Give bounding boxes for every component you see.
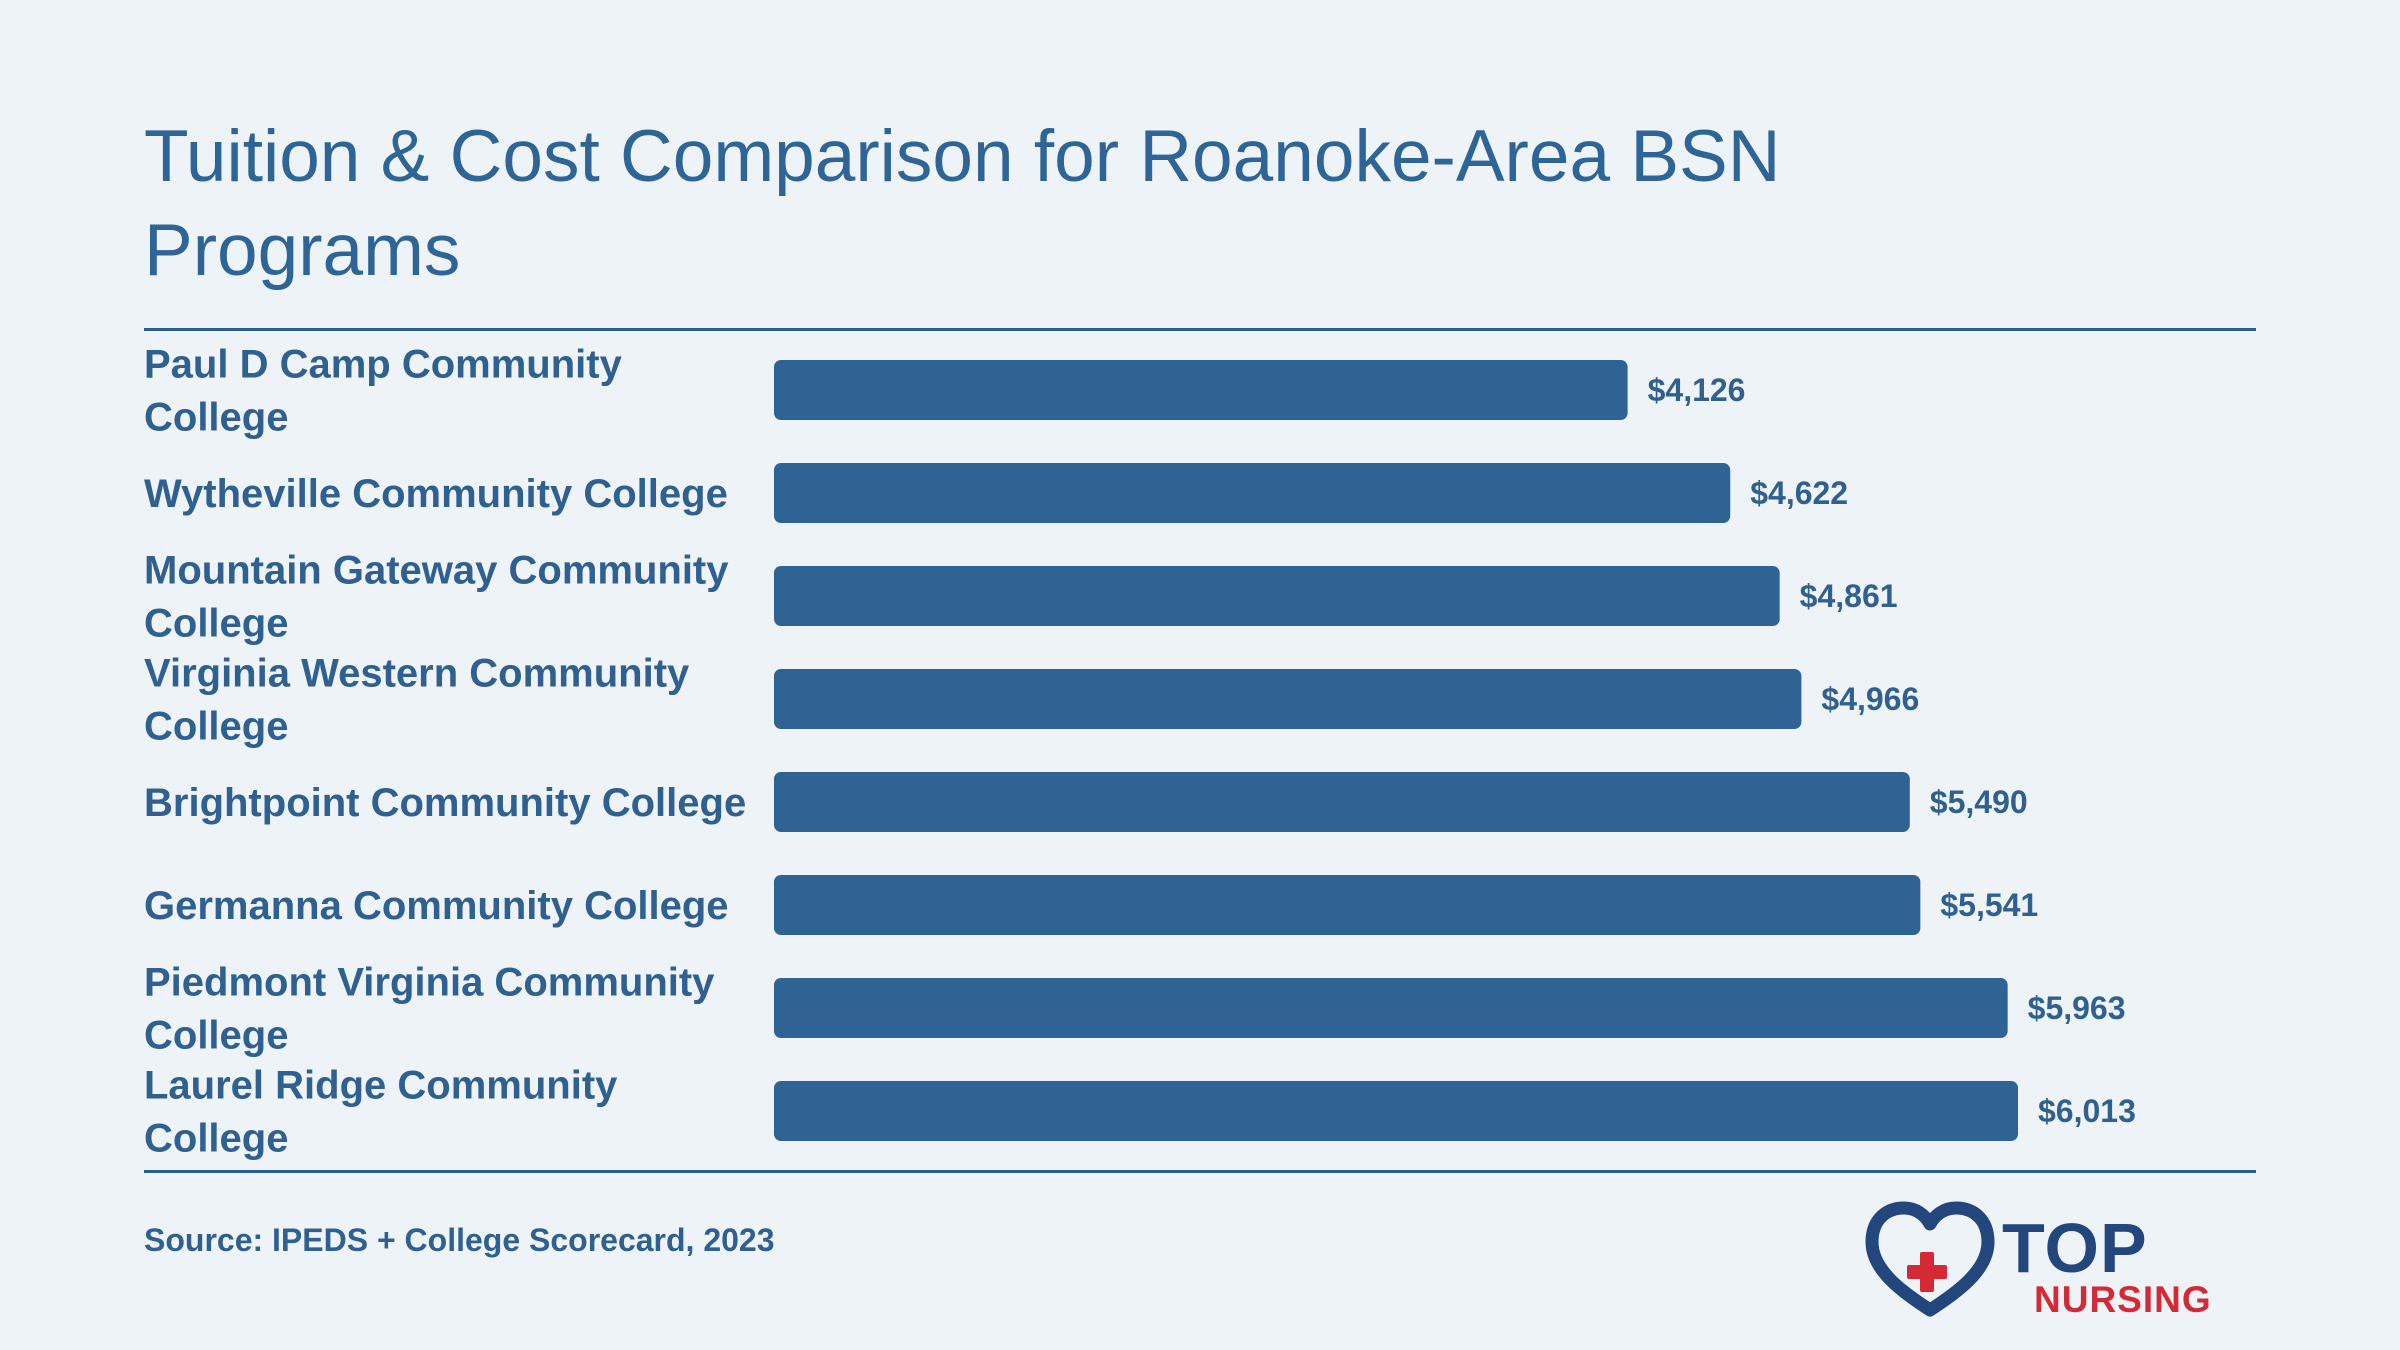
- bar: [774, 978, 2008, 1038]
- bar: [774, 463, 1731, 523]
- category-label: Wytheville Community College: [144, 472, 728, 516]
- value-label: $4,861: [1800, 578, 1898, 614]
- cross-icon: [1907, 1252, 1947, 1292]
- logo-nursing-text: NURSING: [2034, 1279, 2212, 1320]
- bar: [774, 772, 1910, 832]
- value-label: $4,966: [1821, 681, 1919, 717]
- category-label: Paul D Camp Community College: [144, 343, 623, 440]
- value-label: $5,541: [1940, 887, 2038, 923]
- top-divider: [144, 328, 2256, 331]
- category-label: Piedmont Virginia Community College: [144, 961, 715, 1058]
- value-label: $4,126: [1648, 372, 1746, 408]
- bar: [774, 360, 1628, 420]
- value-label: $4,622: [1750, 475, 1848, 511]
- bar: [774, 669, 1802, 729]
- bottom-divider: [144, 1170, 2256, 1173]
- category-label: Brightpoint Community College: [144, 781, 746, 825]
- category-label: Mountain Gateway Community College: [144, 549, 729, 646]
- bar: [774, 875, 1921, 935]
- top-nursing-logo: TOP NURSING: [1865, 1201, 2212, 1320]
- bar: [774, 1081, 2018, 1141]
- category-label: Virginia Western Community College: [144, 652, 690, 749]
- category-label: Laurel Ridge Community College: [144, 1064, 618, 1161]
- chart-title: Tuition & Cost Comparison for Roanoke-Ar…: [144, 116, 1781, 291]
- bar: [774, 566, 1780, 626]
- value-label: $5,490: [1930, 784, 2028, 820]
- logo-top-text: TOP: [2002, 1209, 2148, 1287]
- value-label: $6,013: [2038, 1093, 2136, 1129]
- value-label: $5,963: [2028, 990, 2126, 1026]
- category-label: Germanna Community College: [144, 884, 729, 928]
- source-note: Source: IPEDS + College Scorecard, 2023: [144, 1222, 775, 1258]
